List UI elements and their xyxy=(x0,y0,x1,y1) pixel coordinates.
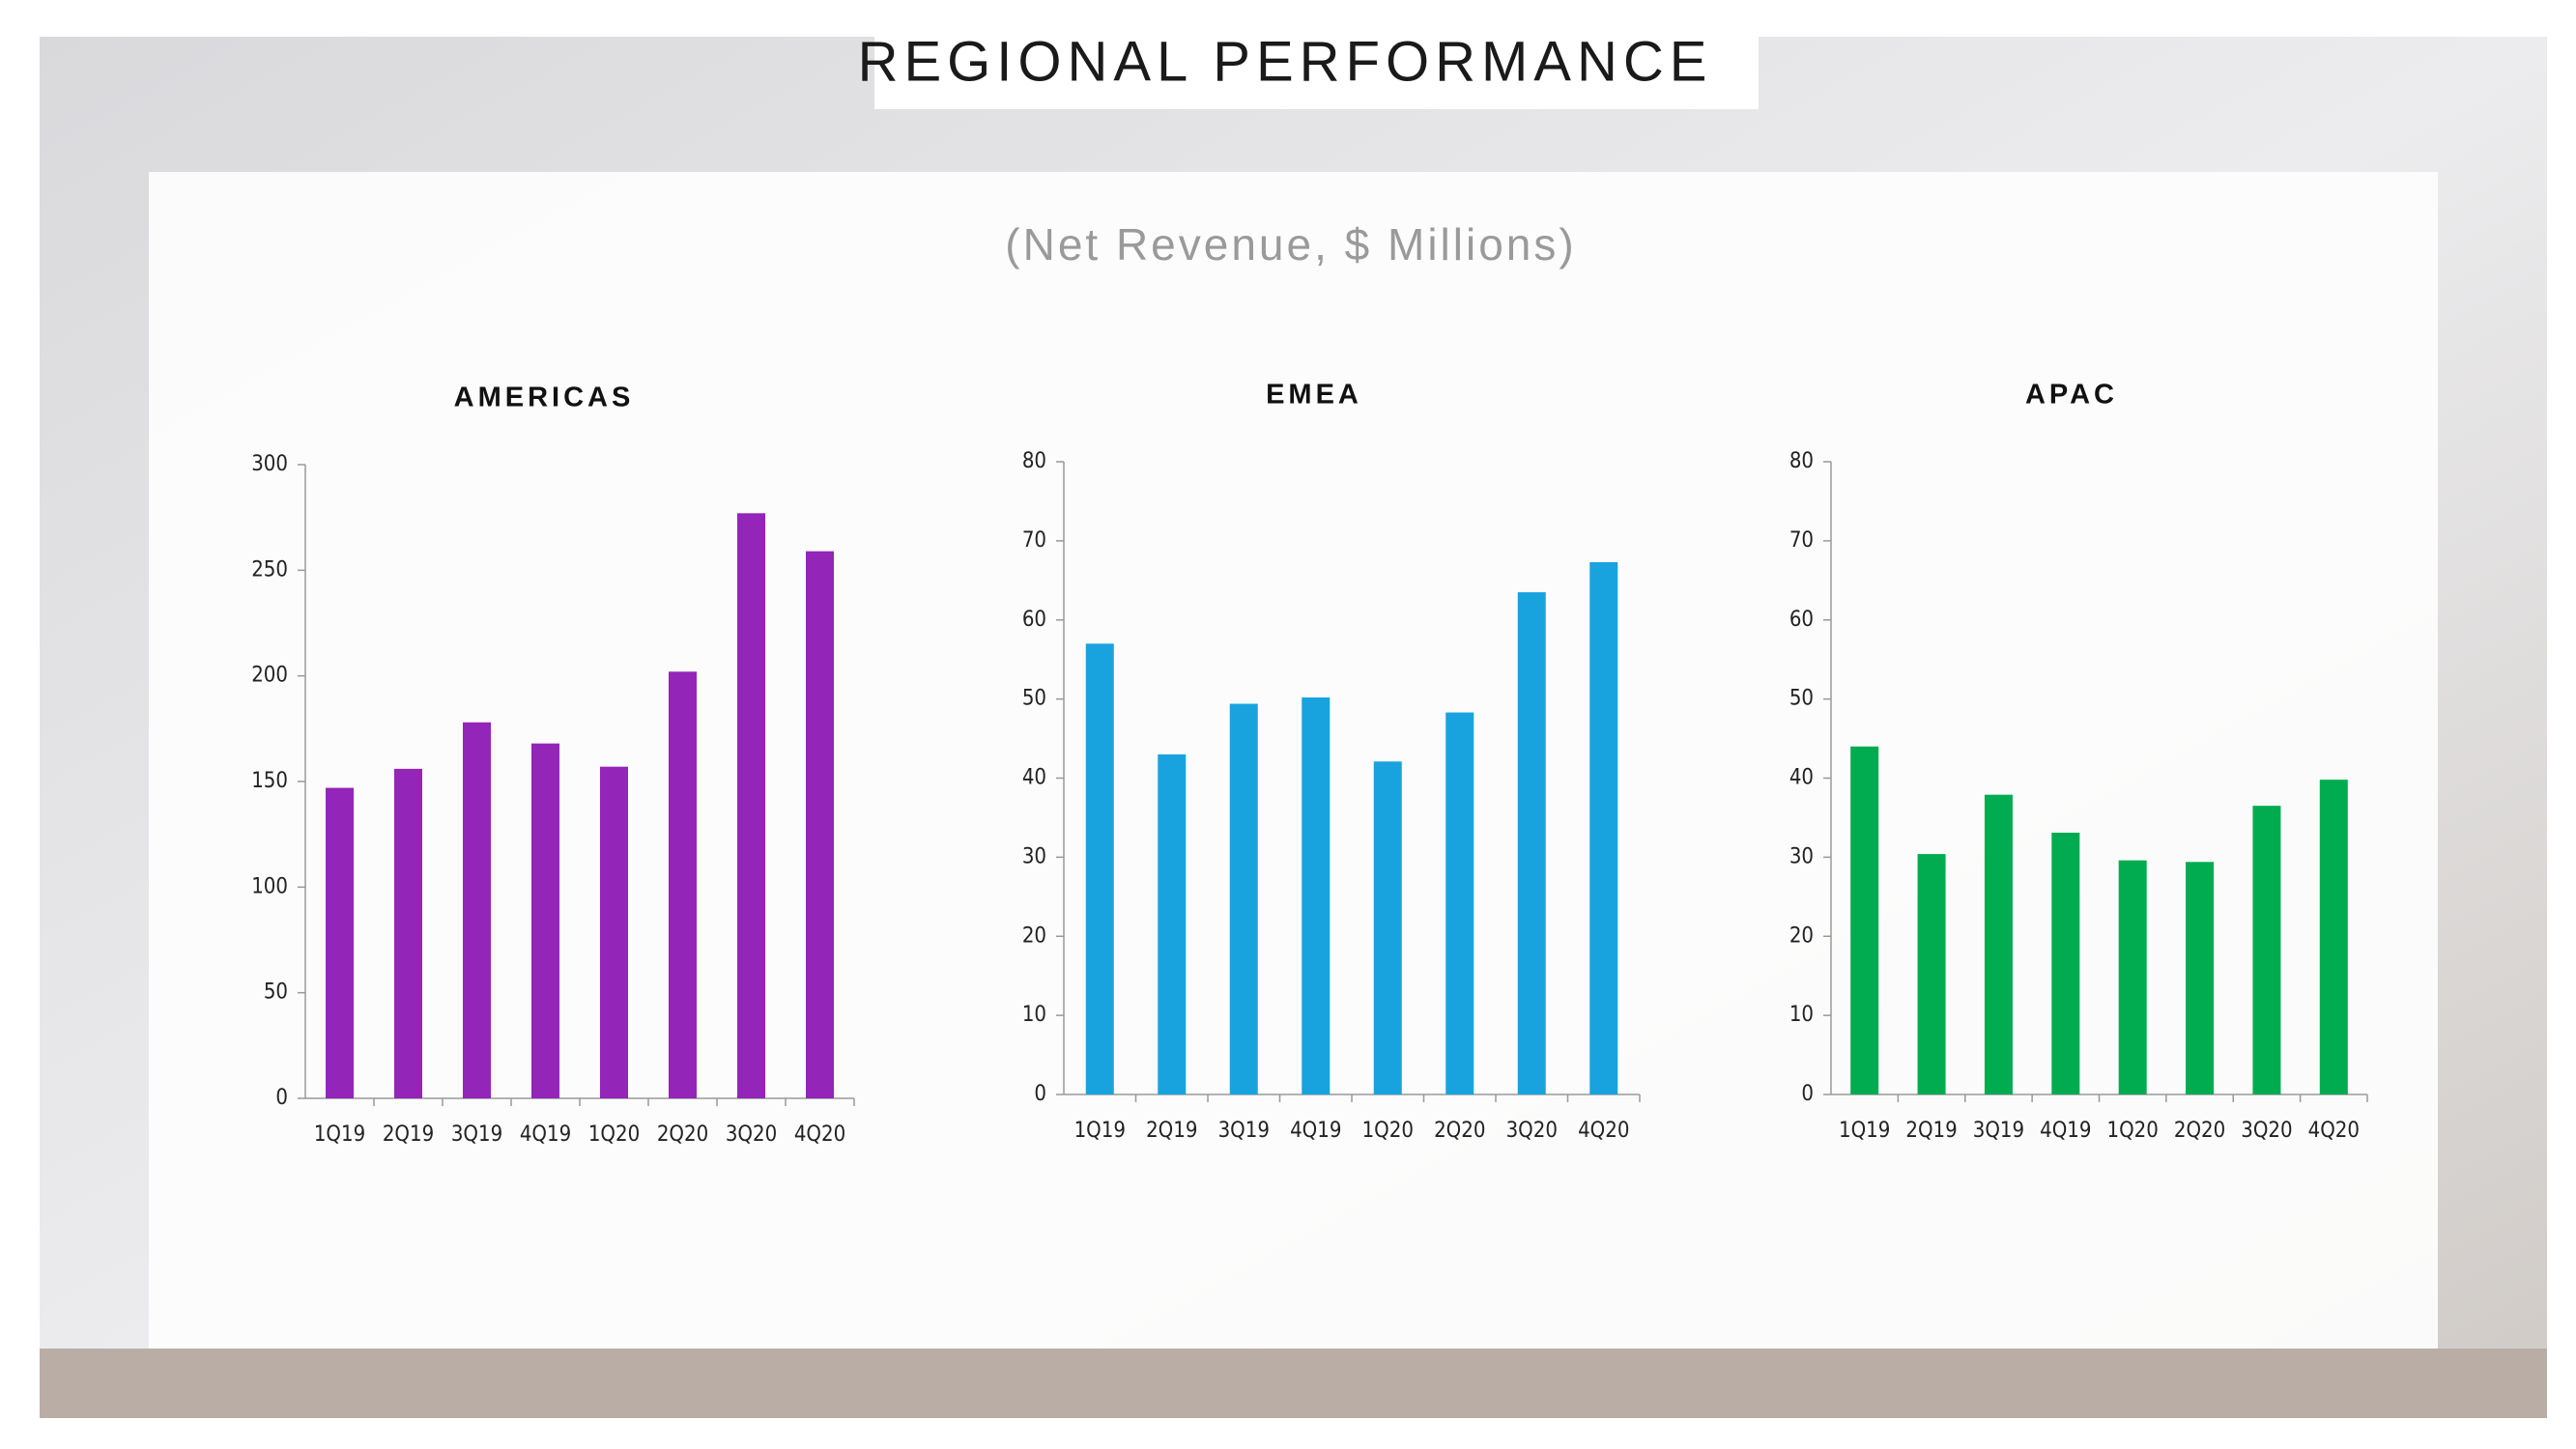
x-tick-label: 4Q20 xyxy=(1578,1119,1629,1143)
y-tick-label: 0 xyxy=(275,1086,288,1110)
x-tick-label: 2Q20 xyxy=(1434,1119,1485,1143)
bar xyxy=(394,768,422,1098)
y-tick-label: 20 xyxy=(1789,923,1814,948)
y-tick-label: 250 xyxy=(251,557,288,582)
y-tick-label: 40 xyxy=(1022,766,1046,790)
bar xyxy=(1917,854,1946,1094)
y-tick-label: 80 xyxy=(1789,449,1814,473)
floor-strip xyxy=(40,1349,2547,1418)
bar xyxy=(1984,794,2013,1094)
x-tick-label: 4Q20 xyxy=(794,1122,845,1147)
y-tick-label: 150 xyxy=(251,769,288,793)
bar xyxy=(1085,643,1114,1094)
x-tick-label: 1Q19 xyxy=(1839,1119,1890,1143)
bar xyxy=(531,743,559,1098)
bar xyxy=(463,722,491,1098)
bar xyxy=(1373,761,1402,1094)
y-tick-label: 20 xyxy=(1022,923,1046,948)
y-tick-label: 70 xyxy=(1022,528,1046,553)
x-tick-label: 2Q19 xyxy=(1905,1119,1957,1143)
y-tick-label: 30 xyxy=(1022,844,1046,868)
y-tick-label: 0 xyxy=(1034,1082,1046,1106)
bar xyxy=(600,766,628,1098)
chart-title: AMERICAS xyxy=(454,383,635,413)
y-tick-label: 10 xyxy=(1789,1003,1814,1027)
x-tick-label: 4Q20 xyxy=(2308,1119,2360,1143)
x-tick-label: 2Q20 xyxy=(2174,1119,2225,1143)
chart-title: EMEA xyxy=(1266,380,1362,411)
y-tick-label: 50 xyxy=(1789,687,1814,711)
title-box xyxy=(874,37,1759,109)
x-tick-label: 2Q20 xyxy=(657,1122,708,1147)
y-tick-label: 60 xyxy=(1022,608,1046,632)
bar xyxy=(806,551,834,1098)
x-tick-label: 1Q20 xyxy=(1362,1119,1414,1143)
y-tick-label: 80 xyxy=(1022,449,1046,473)
y-tick-label: 200 xyxy=(251,664,288,688)
x-tick-label: 3Q19 xyxy=(451,1122,502,1147)
x-tick-label: 1Q20 xyxy=(588,1122,640,1147)
bar xyxy=(2186,862,2215,1094)
subtitle: (Net Revenue, $ Millions) xyxy=(1005,219,1576,270)
y-tick-label: 100 xyxy=(251,874,288,898)
x-tick-label: 3Q20 xyxy=(726,1122,777,1147)
x-tick-label: 1Q19 xyxy=(314,1122,365,1147)
x-tick-label: 4Q19 xyxy=(1290,1119,1341,1143)
x-tick-label: 2Q19 xyxy=(383,1122,434,1147)
x-tick-label: 3Q19 xyxy=(1218,1119,1270,1143)
x-tick-label: 1Q20 xyxy=(2107,1119,2159,1143)
y-tick-label: 40 xyxy=(1789,766,1814,790)
bar xyxy=(1850,746,1879,1094)
bar xyxy=(2319,780,2348,1094)
y-tick-label: 10 xyxy=(1022,1003,1046,1027)
bar xyxy=(1517,592,1546,1094)
y-tick-label: 50 xyxy=(1022,687,1046,711)
y-tick-label: 300 xyxy=(251,452,288,476)
bar xyxy=(1445,712,1474,1094)
y-tick-label: 0 xyxy=(1801,1082,1814,1106)
bar xyxy=(1158,753,1187,1094)
bar xyxy=(737,513,765,1098)
bar xyxy=(2252,806,2281,1094)
panel xyxy=(149,172,2438,1349)
x-tick-label: 4Q19 xyxy=(520,1122,571,1147)
x-tick-label: 2Q19 xyxy=(1146,1119,1197,1143)
y-tick-label: 60 xyxy=(1789,608,1814,632)
y-tick-label: 50 xyxy=(264,980,288,1005)
bar xyxy=(1589,561,1618,1094)
bar xyxy=(2051,832,2080,1094)
bar xyxy=(1302,696,1331,1094)
x-tick-label: 1Q19 xyxy=(1074,1119,1126,1143)
page-title: REGIONAL PERFORMANCE xyxy=(858,30,1713,93)
bar xyxy=(326,787,354,1098)
y-tick-label: 70 xyxy=(1789,528,1814,553)
x-tick-label: 3Q20 xyxy=(2241,1119,2292,1143)
bar xyxy=(2118,860,2147,1094)
x-tick-label: 4Q19 xyxy=(2040,1119,2091,1143)
bar xyxy=(669,671,697,1098)
x-tick-label: 3Q19 xyxy=(1973,1119,2024,1143)
chart-title: APAC xyxy=(2025,380,2118,411)
y-tick-label: 30 xyxy=(1789,844,1814,868)
bar xyxy=(1229,703,1258,1094)
x-tick-label: 3Q20 xyxy=(1506,1119,1558,1143)
